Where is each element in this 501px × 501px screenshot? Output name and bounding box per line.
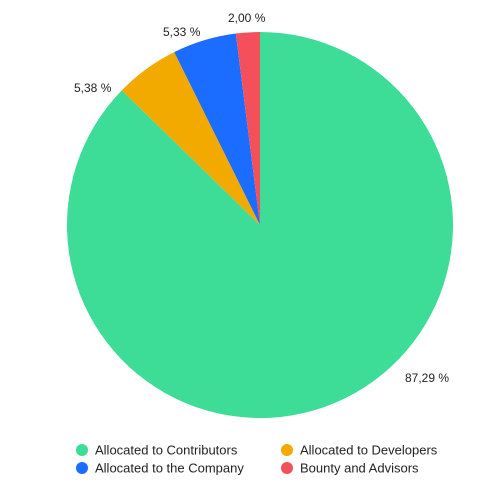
pie-slice-0 bbox=[66, 32, 453, 419]
legend-swatch-1 bbox=[281, 444, 293, 456]
legend-label-3: Bounty and Advisors bbox=[300, 461, 419, 476]
data-label-3: 2,00 % bbox=[228, 11, 266, 25]
legend-label-1: Allocated to Developers bbox=[300, 443, 438, 458]
legend-swatch-3 bbox=[281, 462, 293, 474]
pie-data-labels: 87,29 % 5,38 % 5,33 % 2,00 % bbox=[74, 11, 449, 385]
legend-label-2: Allocated to the Company bbox=[95, 461, 244, 476]
chart-legend: Allocated to Contributors Allocated to De… bbox=[76, 443, 438, 476]
legend-swatch-0 bbox=[76, 444, 88, 456]
legend-label-0: Allocated to Contributors bbox=[95, 443, 238, 458]
legend-swatch-2 bbox=[76, 462, 88, 474]
pie-slice-3 bbox=[235, 31, 260, 225]
data-label-0: 87,29 % bbox=[405, 371, 449, 385]
pie-slice-1 bbox=[121, 52, 261, 225]
pie-slice-2 bbox=[174, 33, 260, 225]
data-label-1: 5,38 % bbox=[74, 81, 112, 95]
data-label-2: 5,33 % bbox=[163, 25, 201, 39]
pie-slices bbox=[66, 31, 453, 419]
